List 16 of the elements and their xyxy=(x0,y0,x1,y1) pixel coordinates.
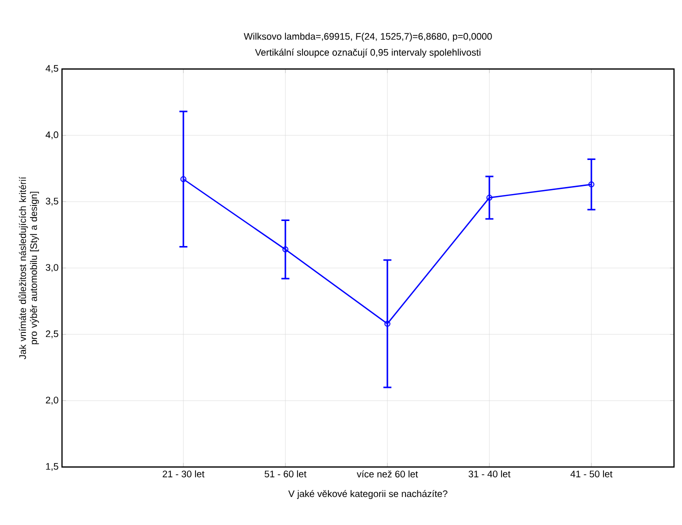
y-tick-label: 3,5 xyxy=(46,198,58,206)
y-tick-label: 3,0 xyxy=(46,264,58,272)
x-tick-label: 31 - 40 let xyxy=(468,470,510,478)
x-tick-label: 51 - 60 let xyxy=(264,470,306,478)
x-axis-title: V jaké věkové kategorii se nacházíte? xyxy=(288,490,448,499)
y-tick-label: 4,5 xyxy=(46,65,58,73)
y-tick-label: 1,5 xyxy=(46,463,58,471)
y-tick-label: 2,5 xyxy=(46,330,58,338)
y-tick-label: 2,0 xyxy=(46,396,58,405)
x-tick-label: více než 60 let xyxy=(356,470,418,478)
chart-subtitle: Vertikální sloupce označují 0,95 intervaly spolehlivosti xyxy=(255,48,480,58)
x-tick-label: 21 - 30 let xyxy=(162,470,204,478)
y-axis-title: Jak vnímáte důležitost následujících kritérií pro výběr automobilu [Styl a design] xyxy=(18,176,39,360)
x-tick-label: 41 - 50 let xyxy=(570,470,612,478)
y-tick-label: 4,0 xyxy=(46,131,58,140)
chart-title: Wilksovo lambda=,69915, F(24, 1525,7)=6,8680, p=0,0000 xyxy=(244,32,492,42)
